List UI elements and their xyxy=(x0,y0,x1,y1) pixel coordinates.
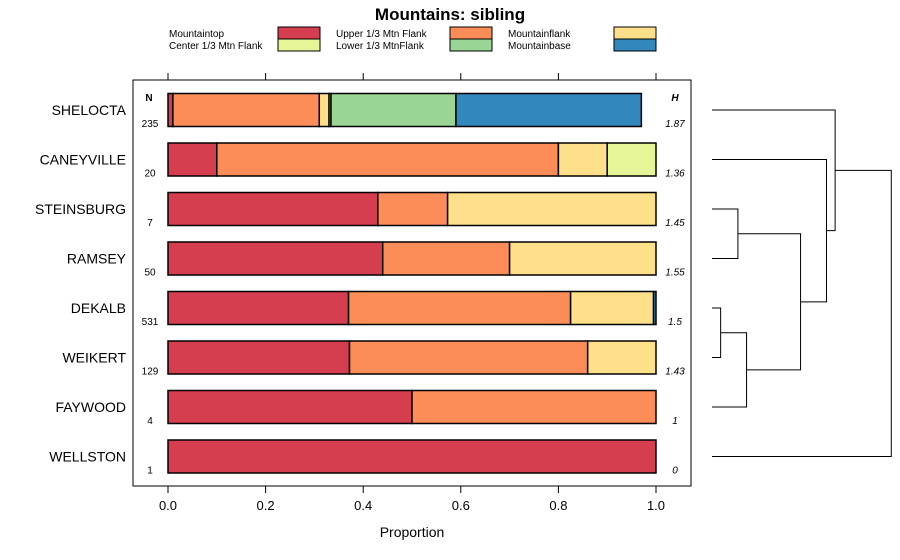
bar-segment-mountainflank xyxy=(318,92,330,128)
bar-row-caneyville xyxy=(167,142,657,177)
bar-segment-mountaintop xyxy=(167,340,351,375)
legend-item-upper-1-3-mtn-flank: Upper 1/3 Mtn Flank xyxy=(336,26,493,40)
n-value: 50 xyxy=(144,268,156,279)
bar-segment-mountaintop xyxy=(167,241,384,276)
bar-segment-lower-1-3-mtnflank xyxy=(330,92,457,128)
bar-row-weikert xyxy=(167,340,657,375)
bar-row-ramsey xyxy=(167,241,657,276)
h-value: 1 xyxy=(672,416,678,427)
legend-swatch xyxy=(449,38,493,52)
legend-swatch xyxy=(613,38,657,52)
legend-label: Upper 1/3 Mtn Flank xyxy=(336,29,428,40)
bar-row-shelocta xyxy=(167,92,643,128)
bar-row-faywood xyxy=(167,389,657,425)
legend-swatch xyxy=(277,26,321,40)
chart-title: Mountains: sibling xyxy=(375,5,525,24)
row-label: RAMSEY xyxy=(67,251,127,267)
dendrogram xyxy=(712,109,892,457)
bar-segment-upper-1-3-mtn-flank xyxy=(216,142,560,177)
x-tick-label: 0.8 xyxy=(549,498,567,513)
bar-segment-mountainbase xyxy=(652,290,657,326)
row-label: DEKALB xyxy=(71,300,126,316)
bar-segment-mountainflank xyxy=(446,191,657,227)
h-value: 1.55 xyxy=(665,268,685,279)
x-tick-label: 0.2 xyxy=(257,498,275,513)
h-value: 1.45 xyxy=(665,218,685,229)
legend-item-mountaintop: Mountaintop xyxy=(169,26,321,40)
legend-swatch xyxy=(449,26,493,40)
legend: Mountaintop Upper 1/3 Mtn Flank Mountainfl… xyxy=(169,26,657,52)
bar-segment-mountainflank xyxy=(508,241,657,276)
bar-row-dekalb xyxy=(167,290,657,326)
n-value: 20 xyxy=(144,169,156,180)
h-header: H xyxy=(671,93,679,104)
x-axis-label: Proportion xyxy=(380,524,445,540)
x-tick-label: 0.6 xyxy=(452,498,470,513)
bar-segment-mountaintop xyxy=(167,290,350,326)
dendrogram-branch xyxy=(712,307,722,358)
dendrogram-branch xyxy=(737,233,802,371)
row-label: CANEYVILLE xyxy=(40,152,126,168)
bar-segment-center-1-3-mtn-flank xyxy=(606,142,657,177)
bar-segment-mountaintop xyxy=(167,439,657,474)
h-value: 0 xyxy=(672,466,678,477)
row-label: WELLSTON xyxy=(49,449,126,465)
y-axis: SHELOCTA 235 1.87 CANEYVILLE 20 1.36 STEINSBUR… xyxy=(35,102,685,477)
x-tick-label: 0.0 xyxy=(159,498,177,513)
bar-segment-mountaintop xyxy=(167,142,218,177)
dendrogram-branch xyxy=(712,109,836,232)
h-value: 1.43 xyxy=(665,367,685,378)
legend-label: Mountainbase xyxy=(508,41,571,52)
bar-segment-upper-1-3-mtn-flank xyxy=(411,389,657,425)
row-label: STEINSBURG xyxy=(35,201,126,217)
plot-panel xyxy=(132,79,692,487)
bar-segment-upper-1-3-mtn-flank xyxy=(347,290,572,326)
h-value: 1.36 xyxy=(665,169,685,180)
legend-item-center-1-3-mtn-flank: Center 1/3 Mtn Flank xyxy=(169,38,321,52)
dendrogram-branch xyxy=(712,169,892,457)
dendrogram-branch xyxy=(712,332,748,408)
bar-segment-mountainflank xyxy=(557,142,608,177)
top-axis xyxy=(167,73,657,80)
n-value: 531 xyxy=(142,317,159,328)
n-header: N xyxy=(145,93,152,104)
bar-row-steinsburg xyxy=(167,191,657,227)
legend-item-mountainflank: Mountainflank xyxy=(508,26,657,40)
x-axis: 0.0 0.2 0.4 0.6 0.8 1.0 xyxy=(159,486,665,513)
legend-swatch xyxy=(613,26,657,40)
h-value: 1.5 xyxy=(668,317,682,328)
legend-item-lower-1-3-mtnflank: Lower 1/3 MtnFlank xyxy=(336,38,493,52)
bar-segment-mountainbase xyxy=(455,92,643,128)
row-label: SHELOCTA xyxy=(52,102,127,118)
legend-label: Center 1/3 Mtn Flank xyxy=(169,41,263,52)
bar-segment-upper-1-3-mtn-flank xyxy=(348,340,589,375)
bar-segment-upper-1-3-mtn-flank xyxy=(377,191,449,227)
legend-swatch xyxy=(277,38,321,52)
bar-segment-mountainflank xyxy=(586,340,657,375)
bar-segment-mountaintop xyxy=(167,389,413,425)
bar-segment-upper-1-3-mtn-flank xyxy=(381,241,511,276)
n-value: 4 xyxy=(147,416,153,427)
n-value: 129 xyxy=(142,367,159,378)
bar-segment-mountainflank xyxy=(569,290,655,326)
dendrogram-branch xyxy=(712,208,739,259)
x-tick-label: 0.4 xyxy=(354,498,372,513)
n-value: 1 xyxy=(147,466,153,477)
bar-row-wellston xyxy=(167,439,657,474)
row-label: WEIKERT xyxy=(62,350,126,366)
x-tick-label: 1.0 xyxy=(647,498,665,513)
legend-label: Lower 1/3 MtnFlank xyxy=(336,41,425,52)
legend-item-mountainbase: Mountainbase xyxy=(508,38,657,52)
bar-segment-mountaintop xyxy=(167,191,379,227)
row-label: FAYWOOD xyxy=(55,399,126,415)
legend-label: Mountainflank xyxy=(508,29,571,40)
legend-label: Mountaintop xyxy=(169,29,224,40)
n-value: 7 xyxy=(147,218,153,229)
h-value: 1.87 xyxy=(665,119,685,130)
n-value: 235 xyxy=(142,119,159,130)
bar-segment-upper-1-3-mtn-flank xyxy=(172,92,321,128)
dendrogram-branch xyxy=(712,159,827,303)
bars xyxy=(167,92,657,474)
